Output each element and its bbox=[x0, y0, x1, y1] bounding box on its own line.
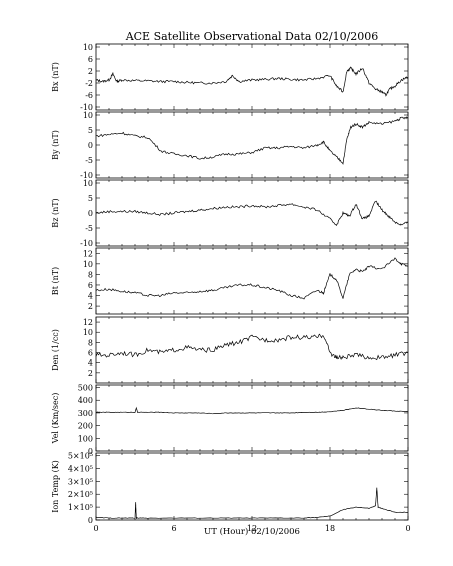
series-line-by bbox=[95, 116, 408, 165]
y-tick-label: 2 bbox=[88, 302, 93, 311]
panel-bz: 10 5 0 -5 -10 Bz (nT) bbox=[51, 179, 409, 248]
y-tick-label: 10 bbox=[83, 43, 93, 52]
y-tick-label: 8 bbox=[88, 338, 93, 347]
y-tick-label: -5 bbox=[85, 156, 93, 165]
panel-vel: 500 400 300 200 100 0 Vel (Km/sec) bbox=[51, 384, 409, 456]
y-tick-label: 5 bbox=[88, 194, 93, 203]
y-tick-label: -6 bbox=[85, 91, 93, 100]
y-tick-label: -10 bbox=[80, 239, 93, 248]
x-tick-label: 18 bbox=[325, 524, 335, 533]
y-axis-label: Vel (Km/sec) bbox=[51, 393, 60, 445]
y-tick-label: -2 bbox=[85, 79, 93, 88]
panel-frame bbox=[95, 111, 409, 179]
y-tick-label: 12 bbox=[83, 249, 93, 258]
y-axis-label: Bx (nT) bbox=[51, 62, 60, 92]
y-tick-label: 1×10⁵ bbox=[68, 503, 93, 512]
y-axis-label: Ion Temp (K) bbox=[51, 460, 60, 513]
y-tick-label: 10 bbox=[83, 111, 93, 120]
series-line-bz bbox=[95, 200, 409, 227]
panel-by: 10 5 0 -5 -10 By (nT) bbox=[51, 111, 409, 180]
y-tick-label: 0 bbox=[88, 209, 93, 218]
panel-bt: 12 108 6 42 Bt (nT) bbox=[51, 247, 409, 315]
y-axis-label: Den (1/cc) bbox=[51, 329, 60, 371]
panel-frame bbox=[95, 452, 409, 521]
y-tick-label: 4 bbox=[88, 292, 93, 301]
y-tick-label: 2×10⁵ bbox=[68, 490, 93, 499]
x-tick-label: 6 bbox=[171, 524, 176, 533]
y-tick-label: 5×10⁵ bbox=[68, 452, 93, 461]
panel-frame bbox=[95, 384, 409, 452]
y-tick-label: 0 bbox=[88, 141, 93, 150]
y-tick-label: 400 bbox=[78, 396, 93, 405]
y-axis-label: Bt (nT) bbox=[51, 267, 60, 295]
y-tick-label: 100 bbox=[78, 434, 93, 443]
panel-bx: 10 6 2 -2 -6 -10 Bx (nT) bbox=[51, 43, 409, 112]
series-line-bx bbox=[95, 66, 409, 97]
y-tick-label: -10 bbox=[80, 103, 93, 112]
y-tick-label: 200 bbox=[78, 422, 93, 431]
y-tick-label: 6 bbox=[88, 349, 93, 358]
panel-frame bbox=[95, 43, 409, 111]
x-tick-label: 0 bbox=[405, 524, 410, 533]
series-line-den bbox=[95, 333, 409, 361]
y-tick-label: 2 bbox=[88, 67, 93, 76]
y-tick-label: 4×10⁵ bbox=[68, 464, 93, 473]
series-line-vel bbox=[95, 406, 409, 415]
y-axis-label: By (nT) bbox=[51, 130, 60, 160]
y-tick-label: 10 bbox=[83, 260, 93, 269]
y-tick-label: 10 bbox=[83, 328, 93, 337]
series-line-bt bbox=[95, 257, 409, 300]
chart-title: ACE Satellite Observational Data 02/10/2… bbox=[125, 30, 379, 43]
x-tick-label: 12 bbox=[247, 524, 257, 533]
y-tick-label: 6 bbox=[88, 281, 93, 290]
y-tick-label: 0 bbox=[88, 516, 93, 525]
y-tick-label: 300 bbox=[78, 409, 93, 418]
x-tick-label: 0 bbox=[93, 524, 98, 533]
y-axis-label: Bz (nT) bbox=[51, 198, 60, 227]
y-tick-label: 5 bbox=[88, 126, 93, 135]
series-line-ion-temp bbox=[95, 487, 409, 519]
y-tick-label: 8 bbox=[88, 270, 93, 279]
y-tick-label: -10 bbox=[80, 171, 93, 180]
y-tick-label: 6 bbox=[88, 55, 93, 64]
y-tick-label: 4 bbox=[88, 359, 93, 368]
x-axis-label: UT (Hour) 02/10/2006 bbox=[204, 526, 300, 537]
panel-frame bbox=[95, 316, 409, 384]
panel-ion-temp: 5×10⁵ 4×10⁵ 3×10⁵ 2×10⁵ 1×10⁵ 0 Ion Temp (K) bbox=[51, 452, 409, 525]
x-axis: 0 6 12 18 0 bbox=[93, 524, 410, 533]
y-tick-label: -5 bbox=[85, 224, 93, 233]
panel-frame bbox=[95, 247, 409, 315]
y-tick-label: 12 bbox=[83, 318, 93, 327]
y-tick-label: 10 bbox=[83, 179, 93, 188]
y-tick-label: 500 bbox=[78, 384, 93, 393]
chart-panels: 10 6 2 -2 -6 -10 Bx (nT) 10 5 0 -5 -10 By (nT) 10 5 0 -5… bbox=[51, 43, 409, 525]
y-tick-label: 0 bbox=[88, 447, 93, 456]
y-tick-label: 3×10⁵ bbox=[68, 477, 93, 486]
y-tick-label: 2 bbox=[88, 369, 93, 378]
